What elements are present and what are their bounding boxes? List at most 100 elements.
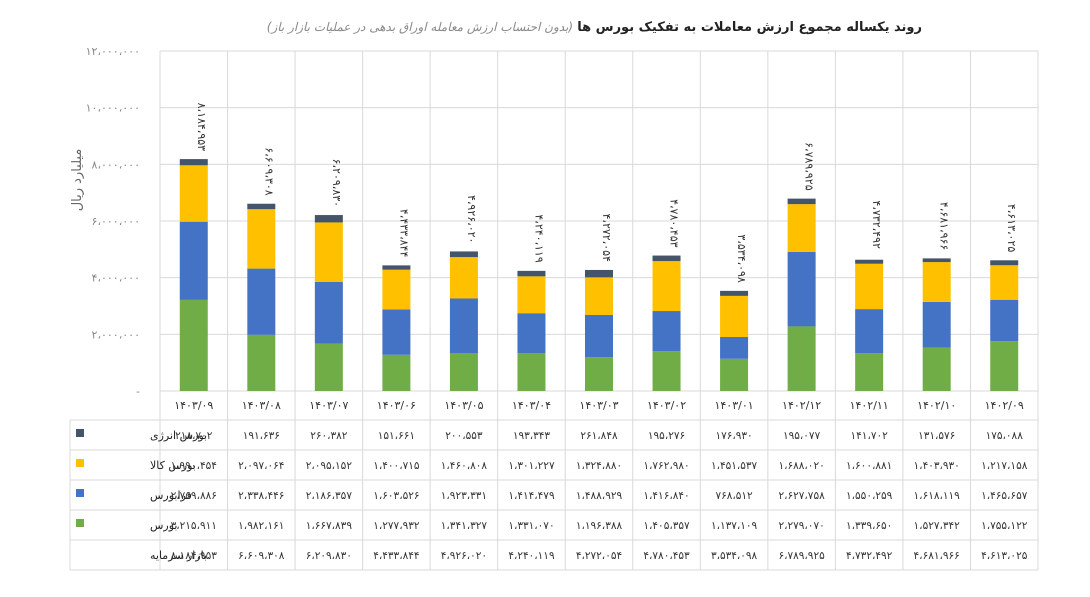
bar-segment xyxy=(922,301,951,348)
table-cell: ۳،۲۱۵،۹۱۱ xyxy=(171,520,217,532)
y-tick-label: - xyxy=(136,385,140,398)
y-tick-label: ۲،۰۰۰،۰۰۰ xyxy=(92,328,140,341)
table-cell: ۱۹۳،۳۴۳ xyxy=(513,430,551,442)
total-data-label: ۶،۷۸۹،۹۲۵ xyxy=(803,142,816,191)
table-cell: ۱۹۵،۰۷۷ xyxy=(783,430,821,442)
table-cell: ۴،۶۱۳،۰۲۵ xyxy=(981,550,1028,562)
bar-segment xyxy=(922,262,951,302)
bar-segment xyxy=(179,299,208,391)
bar-segment xyxy=(179,165,208,222)
legend-swatch xyxy=(76,459,84,467)
table-cell: ۱،۲۷۷،۹۳۲ xyxy=(373,520,420,532)
bar-segment xyxy=(990,265,1019,300)
bar-segment xyxy=(922,347,951,391)
table-cell: ۴،۴۳۳،۸۴۴ xyxy=(373,550,419,562)
table-cell: ۱،۴۰۳،۹۳۰ xyxy=(914,460,960,472)
bar-segment xyxy=(855,309,884,354)
bar-segment xyxy=(247,209,276,269)
table-cell: ۱۴۱،۷۰۲ xyxy=(851,430,889,442)
bar-segment xyxy=(314,222,343,282)
table-cell: ۱،۴۰۵،۳۵۷ xyxy=(643,520,690,532)
table-cell: ۲۶۰،۳۸۲ xyxy=(310,430,348,442)
table-cell: ۱۹۵،۲۷۶ xyxy=(648,430,685,442)
bar-segment xyxy=(787,251,816,327)
table-cell: ۴،۲۴۰،۱۱۹ xyxy=(508,550,555,562)
table-cell: ۱،۵۲۷،۳۴۲ xyxy=(914,520,961,532)
bar-segment xyxy=(517,276,546,314)
table-cell: ۶،۶۰۹،۳۰۸ xyxy=(238,550,285,562)
table-cell: ۱،۶۸۸،۰۲۰ xyxy=(778,460,824,472)
table-cell: ۲۱۸،۷۰۲ xyxy=(175,430,213,442)
table-cell: ۱،۴۶۰،۸۰۸ xyxy=(441,460,488,472)
bar-segment xyxy=(652,255,681,262)
bar-segment xyxy=(720,295,749,338)
table-cell: ۱۳۱،۵۷۶ xyxy=(918,430,955,442)
table-cell: ۷۶۸،۵۱۲ xyxy=(715,490,753,502)
legend-swatch xyxy=(76,489,84,497)
table-cell: ۱،۴۸۸،۹۲۹ xyxy=(576,490,623,502)
bar-segment xyxy=(585,314,613,358)
x-tick-label: ۱۴۰۲/۰۹ xyxy=(985,399,1024,412)
table-cell: ۱،۹۸۲،۱۶۱ xyxy=(238,520,284,532)
table-cell: ۱،۵۵۰،۲۵۹ xyxy=(846,490,893,502)
table-cell: ۱،۴۶۵،۶۵۷ xyxy=(981,490,1028,502)
table-cell: ۳،۵۳۴،۰۹۸ xyxy=(711,550,758,562)
x-tick-label: ۱۴۰۲/۱۲ xyxy=(782,399,821,412)
total-data-label: ۸،۱۸۴،۹۵۳ xyxy=(195,103,208,152)
table-cell: ۱،۶۰۳،۵۲۶ xyxy=(373,490,419,502)
x-tick-label: ۱۴۰۳/۰۸ xyxy=(242,399,281,412)
total-data-label: ۴،۲۷۲،۰۵۴ xyxy=(600,213,613,262)
total-data-label: ۴،۶۱۳،۰۲۵ xyxy=(1005,204,1018,253)
table-cell: ۱،۶۰۰،۸۸۱ xyxy=(846,460,892,472)
bar-segment xyxy=(314,215,343,223)
x-tick-label: ۱۴۰۳/۰۲ xyxy=(647,399,686,412)
total-data-label: ۴،۹۲۶،۰۲۰ xyxy=(465,195,478,243)
table-row-label: فرابورس xyxy=(150,489,192,502)
table-cell: ۱،۲۱۷،۱۵۸ xyxy=(981,460,1028,472)
bar-segment xyxy=(585,269,613,278)
table-cell: ۲،۰۹۷،۰۶۴ xyxy=(238,460,284,472)
bar-segment xyxy=(855,259,884,264)
bar-segment xyxy=(990,299,1019,342)
table-cell: ۴،۶۸۱،۹۶۶ xyxy=(914,550,960,562)
table-cell: ۴،۲۷۲،۰۵۴ xyxy=(576,550,622,562)
table-cell: ۱،۳۲۴،۸۸۰ xyxy=(576,460,622,472)
table-cell: ۱،۹۲۳،۳۳۱ xyxy=(441,490,487,502)
y-tick-label: ۴،۰۰۰،۰۰۰ xyxy=(92,272,140,285)
table-cell: ۲،۲۷۹،۰۷۰ xyxy=(778,520,824,532)
table-cell: ۱،۶۶۷،۸۳۹ xyxy=(306,520,353,532)
table-cell: ۱۵۱،۶۶۱ xyxy=(378,430,415,442)
total-data-label: ۴،۶۸۱،۹۶۶ xyxy=(938,202,951,250)
table-row-label: بازار سرمایه xyxy=(150,549,207,562)
bar-segment xyxy=(787,204,816,252)
table-cell: ۱،۳۳۱،۰۷۰ xyxy=(508,520,554,532)
y-tick-label: ۸،۰۰۰،۰۰۰ xyxy=(92,158,140,171)
bar-segment xyxy=(314,281,343,344)
table-cell: ۲،۰۹۵،۱۵۲ xyxy=(306,460,353,472)
bar-segment xyxy=(247,203,276,210)
table-cell: ۱،۴۵۱،۵۳۷ xyxy=(711,460,758,472)
table-cell: ۱،۱۹۶،۳۸۸ xyxy=(576,520,623,532)
bar-segment xyxy=(720,290,749,296)
bar-segment xyxy=(179,221,208,300)
table-cell: ۱،۷۶۲،۹۸۰ xyxy=(643,460,689,472)
bar-segment xyxy=(314,343,343,391)
table-row-label: بورس xyxy=(150,519,177,532)
x-tick-label: ۱۴۰۳/۰۶ xyxy=(377,399,416,412)
bar-segment xyxy=(517,313,546,354)
total-data-label: ۴،۷۳۲،۴۹۲ xyxy=(870,200,883,249)
table-cell: ۱،۹۹۰،۴۵۴ xyxy=(171,460,217,472)
table-cell: ۱،۳۰۱،۲۲۷ xyxy=(508,460,555,472)
table-cell: ۲،۱۸۶،۳۵۷ xyxy=(306,490,353,502)
bar-segment xyxy=(382,309,411,355)
bar-segment xyxy=(449,352,478,391)
y-tick-label: ۶،۰۰۰،۰۰۰ xyxy=(92,215,140,228)
x-tick-label: ۱۴۰۳/۰۵ xyxy=(444,399,483,412)
bar-segment xyxy=(382,269,411,310)
bar-segment xyxy=(990,260,1019,266)
table-cell: ۱۷۶،۹۳۰ xyxy=(715,430,752,442)
bar-segment xyxy=(449,257,478,299)
chart-title: روند یکساله مجموع ارزش معاملات به تفکیک … xyxy=(162,20,922,35)
total-data-label: ۳،۵۳۴،۰۹۸ xyxy=(735,234,748,283)
